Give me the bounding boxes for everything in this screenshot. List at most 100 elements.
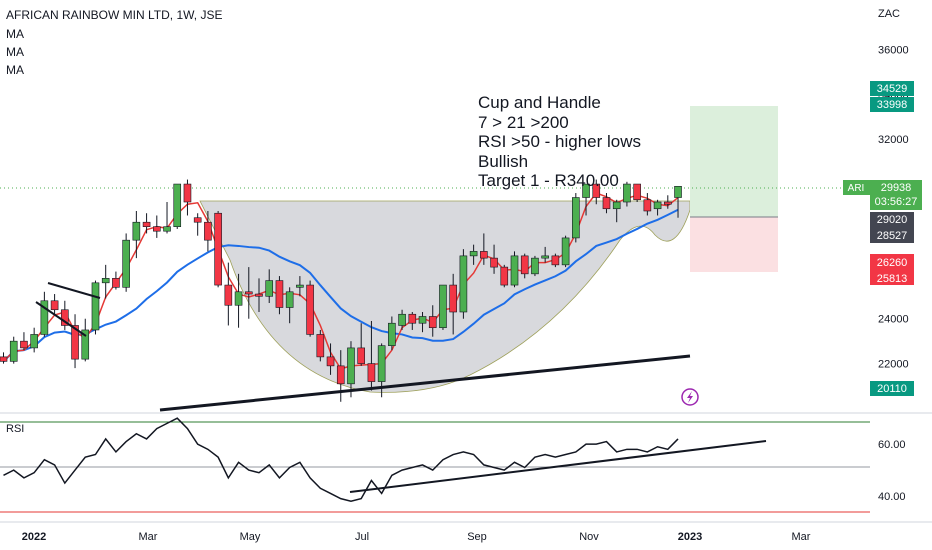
candle-down	[336, 350, 345, 402]
time-tick-label: Mar	[139, 531, 158, 543]
analysis-note[interactable]: Cup and Handle 7 > 21 >200 RSI >50 - hig…	[478, 93, 641, 191]
time-tick-label: May	[240, 531, 261, 543]
rsi-tick-label: 40.00	[878, 491, 906, 503]
rsi-pane[interactable]	[0, 417, 870, 513]
badge-target-upper: 34529	[870, 81, 914, 96]
badge-low-level: 20110	[870, 381, 914, 396]
candle-down	[214, 210, 222, 288]
candle-up	[163, 202, 171, 234]
time-tick-label: Mar	[792, 531, 811, 543]
flag-trendline-upper	[47, 282, 101, 299]
rsi-label[interactable]: RSI	[6, 423, 25, 435]
svg-text:26260: 26260	[877, 257, 908, 269]
flag-trendline-lower	[35, 301, 87, 337]
note-line-4: Bullish	[478, 151, 529, 171]
candle-up	[265, 269, 274, 304]
candle-down	[275, 276, 284, 315]
candle-up	[347, 341, 355, 398]
candle-up	[418, 311, 427, 333]
lightning-bolt-icon	[687, 391, 693, 403]
lightning-alert-icon[interactable]	[681, 388, 699, 406]
candle-down	[20, 332, 28, 351]
badge-ticker: ARI	[843, 180, 870, 195]
symbol-title[interactable]: AFRICAN RAINBOW MIN LTD, 1W, JSE	[6, 8, 223, 22]
rsi-axis[interactable]: 60.00 40.00	[878, 439, 906, 503]
svg-text:34529: 34529	[877, 83, 908, 95]
svg-text:03:56:27: 03:56:27	[875, 196, 918, 208]
candle-down	[204, 210, 212, 252]
indicator-ma-2[interactable]: MA	[6, 45, 24, 59]
candle-up	[388, 316, 396, 351]
candle-down	[367, 320, 376, 391]
note-line-3: RSI >50 - higher lows	[478, 132, 641, 151]
ma-21-line	[2, 208, 679, 363]
candle-up	[296, 276, 304, 297]
time-tick-label: 2023	[678, 531, 702, 543]
indicator-ma-1[interactable]: MA	[6, 27, 24, 41]
candle-up	[285, 287, 294, 324]
candle-down	[357, 323, 366, 366]
svg-text:28527: 28527	[877, 230, 908, 242]
target-zone	[690, 106, 778, 217]
candle-down	[480, 233, 488, 265]
badge-last-price: 29938 03:56:27	[870, 180, 922, 210]
svg-text:29020: 29020	[877, 214, 908, 226]
badge-target-lower: 33998	[870, 97, 914, 112]
candlestick-series	[0, 179, 682, 402]
stop-zone	[690, 217, 778, 272]
time-axis[interactable]: 2022 Mar May Jul Sep Nov 2023 Mar	[22, 531, 811, 543]
candle-up	[469, 244, 478, 265]
candle-up	[173, 183, 182, 229]
candle-down	[255, 278, 263, 312]
candle-up	[541, 246, 549, 263]
candle-up	[582, 183, 590, 216]
candle-down	[183, 179, 192, 216]
currency-label: ZAC	[878, 8, 900, 20]
candle-down	[326, 343, 335, 375]
candle-down	[408, 311, 417, 330]
indicator-ma-3[interactable]: MA	[6, 63, 24, 77]
candle-down	[520, 253, 529, 279]
candle-down	[244, 267, 253, 319]
support-trendline	[159, 354, 691, 412]
candle-down	[602, 193, 611, 214]
candle-up	[398, 309, 406, 330]
time-tick-label: Sep	[467, 531, 487, 543]
svg-text:33998: 33998	[877, 99, 908, 111]
candle-up	[9, 336, 18, 364]
candle-down	[551, 253, 560, 268]
candle-down	[449, 273, 457, 335]
candle-up	[561, 235, 570, 268]
candle-down	[50, 294, 59, 315]
candle-down	[428, 305, 437, 337]
candle-up	[101, 264, 110, 299]
candle-down	[61, 300, 69, 330]
time-tick-label: 2022	[22, 531, 46, 543]
candle-up	[653, 199, 662, 216]
svg-text:20110: 20110	[877, 383, 907, 395]
svg-text:25813: 25813	[877, 273, 908, 285]
candle-down	[71, 314, 79, 369]
candle-down	[306, 280, 314, 337]
candle-up	[234, 273, 243, 328]
note-line-2: 7 > 21 >200	[478, 112, 569, 132]
candle-up	[612, 199, 621, 223]
candle-up	[531, 255, 539, 277]
rsi-line	[3, 417, 679, 503]
candle-up	[91, 280, 100, 335]
candle-up	[623, 181, 631, 207]
candle-up	[81, 318, 90, 362]
candle-up	[40, 291, 49, 337]
time-tick-label: Nov	[579, 531, 599, 543]
badge-stop: 26260 25813	[870, 254, 914, 285]
candle-up	[30, 327, 38, 353]
price-tick-label: 22000	[878, 359, 909, 371]
candle-down	[663, 195, 672, 209]
candle-down	[153, 215, 161, 238]
candle-up	[510, 251, 519, 288]
candle-up	[674, 185, 682, 218]
candle-down	[224, 262, 233, 326]
candle-down	[316, 329, 325, 362]
note-line-5: Target 1 - R340.00	[478, 171, 619, 190]
